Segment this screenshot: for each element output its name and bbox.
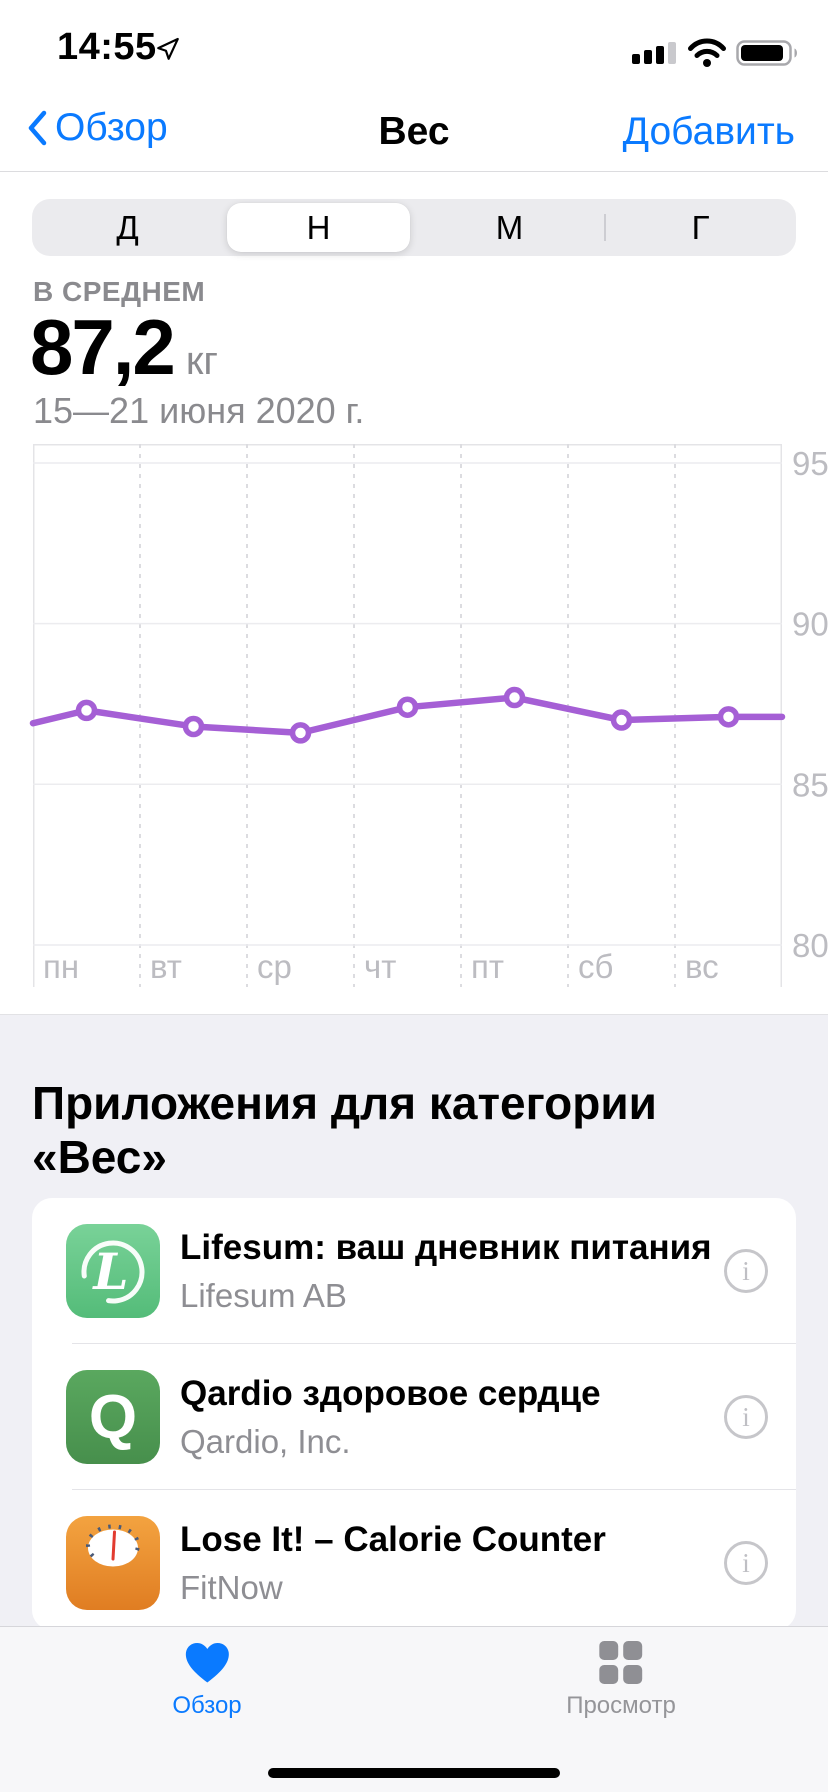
app-texts: Qardio здоровое сердце Qardio, Inc. [180,1374,601,1461]
page-title: Вес [378,110,450,153]
svg-text:80: 80 [792,927,828,964]
info-button[interactable]: i [724,1541,768,1585]
info-icon: i [742,1547,750,1578]
battery-icon [736,39,797,66]
svg-text:ср: ср [257,948,292,985]
grid-icon [598,1641,642,1684]
status-icons [632,38,800,67]
app-texts: Lifesum: ваш дневник питания Lifesum AB [180,1228,712,1315]
app-subtitle: Lifesum AB [180,1276,347,1314]
info-button[interactable]: i [724,1249,768,1293]
apps-section-heading: Приложения для категории «Вес» [32,1077,657,1183]
chevron-left-icon [28,110,47,146]
weight-unit: кг [185,339,218,383]
segment-day[interactable]: Д [116,208,139,246]
svg-text:90: 90 [792,606,828,643]
chart-canvas: 95 90 85 80 пн вт ср чт пт сб вс [29,444,828,987]
weight-value: 87,2 [30,303,176,391]
add-button[interactable]: Добавить [622,110,795,153]
tab-browse[interactable]: Просмотр [566,1641,676,1720]
svg-text:чт: чт [364,948,396,985]
info-icon: i [742,1401,750,1432]
svg-text:вс: вс [685,948,719,985]
location-arrow-icon [157,37,179,60]
tab-browse-label: Просмотр [566,1692,676,1719]
loseit-app-icon [66,1516,160,1610]
app-subtitle: FitNow [180,1568,283,1606]
back-button[interactable]: Обзор [26,106,168,150]
svg-text:пт: пт [471,948,504,985]
back-button-label: Обзор [55,106,168,149]
svg-text:вт: вт [150,948,182,985]
average-value: 87,2 кг [30,302,218,393]
heart-icon [185,1643,229,1683]
info-icon: i [742,1255,750,1286]
svg-text:Q: Q [89,1383,137,1452]
average-label: В СРЕДНЕМ [33,276,206,307]
app-row-qardio[interactable]: Q Qardio здоровое сердце Qardio, Inc. i [32,1344,796,1490]
app-row-lifesum[interactable]: L Lifesum: ваш дневник питания Lifesum A… [32,1198,796,1344]
segment-month[interactable]: М [495,208,524,246]
segment-divider [604,214,606,241]
svg-text:95: 95 [792,445,828,482]
qardio-app-icon: Q [66,1370,160,1464]
tab-overview-label: Обзор [172,1692,242,1719]
segment-week-selected[interactable]: Н [227,203,410,252]
nav-divider [0,171,828,172]
app-subtitle: Qardio, Inc. [180,1422,351,1460]
svg-text:85: 85 [792,766,828,803]
app-texts: Lose It! – Calorie Counter FitNow [180,1520,606,1607]
app-title: Lose It! – Calorie Counter [180,1519,606,1559]
info-button[interactable]: i [724,1395,768,1439]
app-row-loseit[interactable]: Lose It! – Calorie Counter FitNow i [32,1490,796,1630]
status-time: 14:55 [57,26,157,68]
weight-line-chart[interactable]: 95 90 85 80 пн вт ср чт пт сб вс [0,444,828,1010]
period-segmented-control: Д Н М Г [32,199,796,256]
tab-bar: Обзор Просмотр [0,1626,828,1792]
date-range: 15—21 июня 2020 г. [33,390,365,431]
cellular-signal-icon [632,41,676,64]
tab-overview[interactable]: Обзор [172,1641,242,1720]
app-title: Qardio здоровое сердце [180,1373,601,1413]
segment-year[interactable]: Г [691,208,710,246]
app-title: Lifesum: ваш дневник питания [180,1227,712,1267]
svg-text:сб: сб [578,948,613,985]
row-divider [72,1343,796,1344]
lifesum-app-icon: L [66,1224,160,1318]
home-indicator[interactable] [268,1768,560,1778]
wifi-icon [688,38,726,67]
svg-text:пн: пн [43,948,79,985]
row-divider [72,1489,796,1490]
svg-text:L: L [91,1242,128,1301]
apps-card: L Lifesum: ваш дневник питания Lifesum A… [32,1198,796,1630]
